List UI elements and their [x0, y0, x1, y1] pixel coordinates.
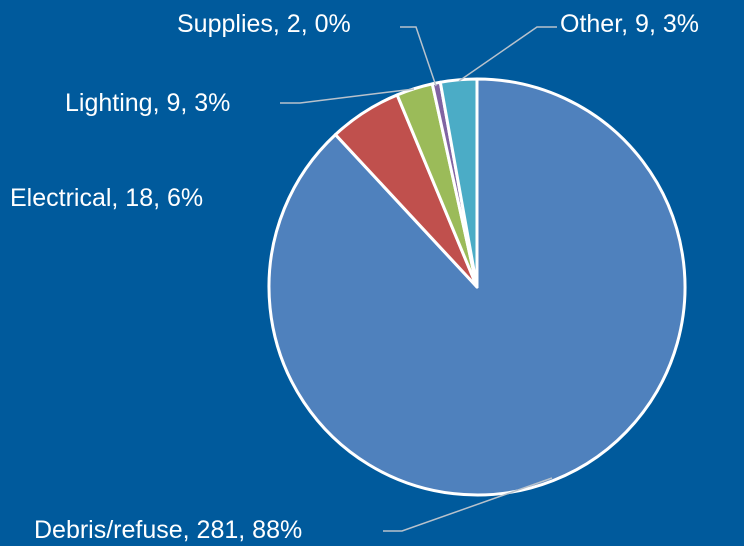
leader-line-supplies: [400, 26, 437, 87]
leader-line-other: [458, 26, 557, 82]
label-other: Other, 9, 3%: [560, 10, 699, 38]
label-supplies: Supplies, 2, 0%: [177, 10, 351, 38]
label-debris: Debris/refuse, 281, 88%: [34, 516, 302, 544]
pie-slice-other: [438, 77, 479, 289]
label-electrical: Electrical, 18, 6%: [10, 184, 203, 212]
leader-line-debris: [383, 477, 553, 532]
label-lighting: Lighting, 9, 3%: [65, 89, 230, 117]
pie-slices: [267, 77, 687, 497]
pie-slice-debris-refuse: [267, 77, 687, 497]
leader-line-lighting: [280, 88, 415, 104]
leader-lines: [280, 26, 557, 532]
